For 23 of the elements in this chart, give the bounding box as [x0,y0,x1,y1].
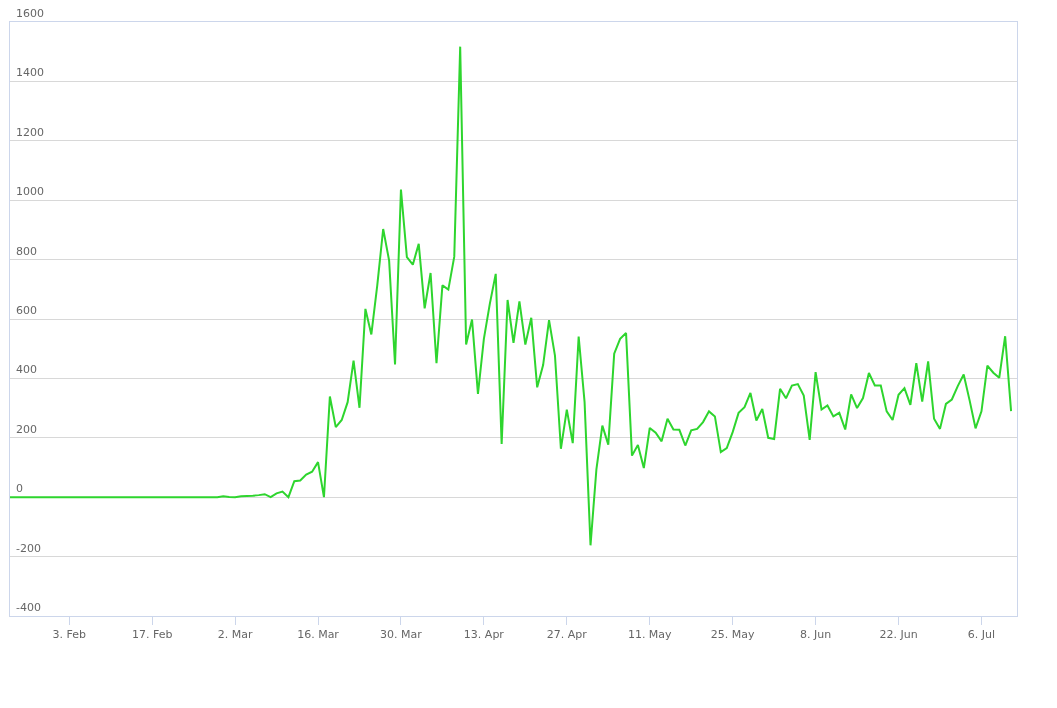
y-tick-label: 400 [16,363,37,376]
y-tick-label: 0 [16,482,23,495]
y-tick-label: 600 [16,304,37,317]
y-tick-label: 1600 [16,7,44,20]
y-tick-label: 1400 [16,66,44,79]
x-tick-label: 25. May [710,628,756,642]
y-tick-label: 200 [16,423,37,436]
y-tick-label: 800 [16,245,37,258]
x-tick-label: 8. Jun [800,628,832,642]
y-tick-label: 1000 [16,185,44,198]
x-tick-label: 6. Jul [967,628,996,642]
x-tick-label: 11. May [627,628,673,642]
x-tick-label: 22. Jun [879,628,918,642]
y-tick-label: -200 [16,542,41,555]
y-tick-label: -400 [16,601,41,614]
x-tick-label: 30. Mar [380,628,423,642]
x-tick-label: 2. Mar [217,628,253,642]
x-tick-label: 3. Feb [52,628,86,642]
x-tick-label: 13. Apr [463,628,505,642]
x-tick-label: 17. Feb [131,628,173,642]
x-tick-label: 27. Apr [546,628,588,642]
y-tick-label: 1200 [16,126,44,139]
x-tick-label: 16. Mar [297,628,340,642]
